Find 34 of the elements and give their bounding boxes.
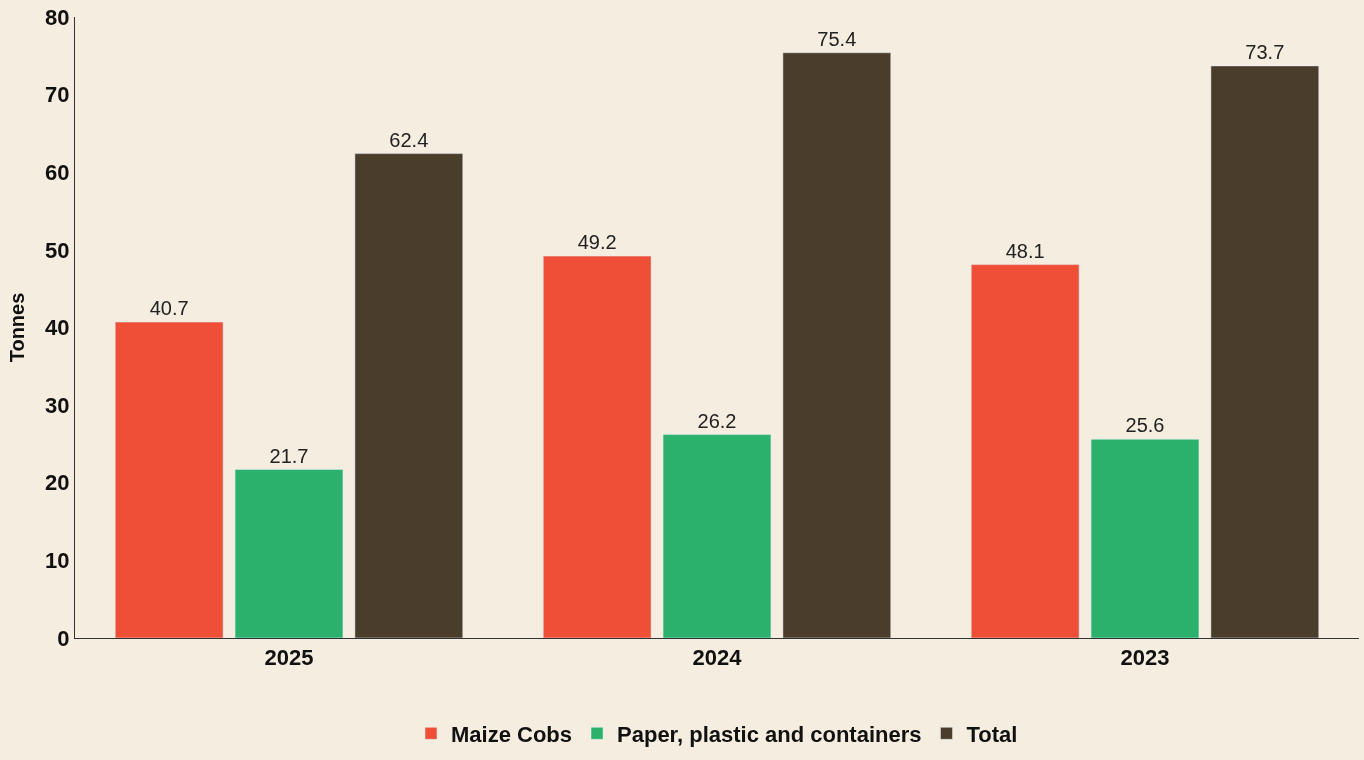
bar <box>1090 439 1200 638</box>
x-tick-label: 2023 <box>1120 645 1170 671</box>
bar <box>1210 65 1320 638</box>
bar <box>782 52 892 638</box>
y-tick-label: 70 <box>45 82 70 108</box>
data-label: 40.7 <box>149 297 189 320</box>
data-label: 75.4 <box>817 27 857 50</box>
y-tick-label: 60 <box>45 159 70 185</box>
y-axis-title: Tonnes <box>5 292 28 363</box>
bar <box>114 321 224 638</box>
x-tick-label: 2025 <box>264 645 314 671</box>
x-tick-label: 2024 <box>692 645 743 671</box>
bar <box>542 255 652 638</box>
bar <box>662 434 772 638</box>
y-tick-label: 40 <box>45 315 70 341</box>
data-label: 21.7 <box>269 444 309 467</box>
y-tick-label: 0 <box>57 625 70 651</box>
bar <box>354 153 464 638</box>
y-tick-label: 30 <box>45 392 70 418</box>
y-tick-label: 50 <box>45 237 70 263</box>
y-tick-label: 80 <box>45 4 70 30</box>
legend-label: Total <box>966 721 1018 747</box>
data-label: 25.6 <box>1125 414 1165 437</box>
y-tick-label: 20 <box>45 470 70 496</box>
data-label: 26.2 <box>697 409 737 432</box>
bar <box>970 264 1080 638</box>
data-label: 62.4 <box>389 128 429 151</box>
legend-label: Maize Cobs <box>451 721 573 747</box>
bar <box>234 469 344 638</box>
data-label: 48.1 <box>1005 239 1045 262</box>
data-label: 73.7 <box>1245 40 1285 63</box>
legend-label: Paper, plastic and containers <box>617 721 922 747</box>
data-label: 49.2 <box>577 231 617 254</box>
y-tick-label: 10 <box>45 548 70 574</box>
